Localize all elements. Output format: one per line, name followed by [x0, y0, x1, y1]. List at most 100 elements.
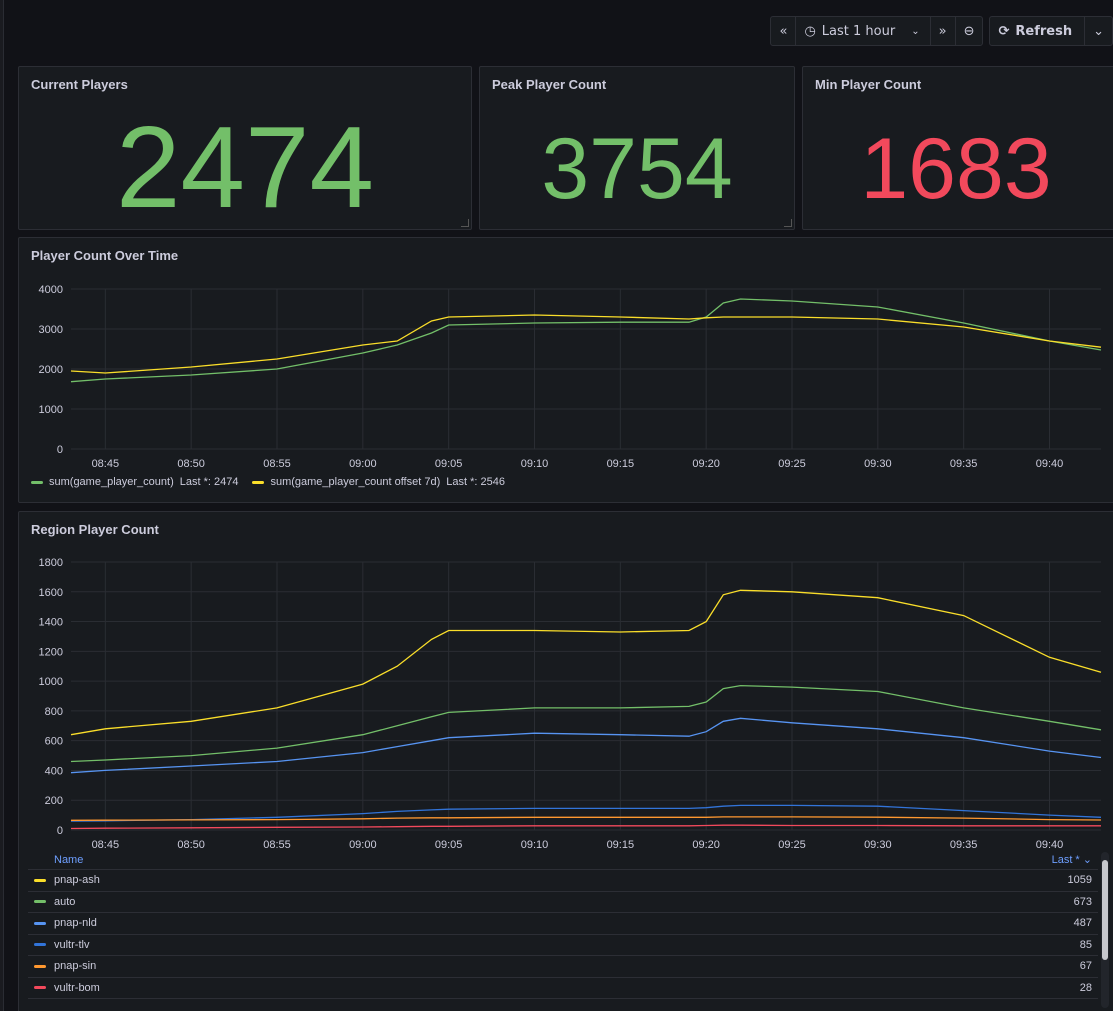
- player-count-chart[interactable]: 0 1000 2000 3000 4000 08:45 08:50 08:55 09:00 09:…: [19, 274, 1113, 489]
- series-line-sum-game-player-count-: [70, 298, 1102, 383]
- player-chart-legend: sum(game_player_count) Last *: 2474 sum(…: [31, 476, 505, 488]
- x-tick-label: 09:00: [349, 839, 377, 851]
- x-tick-label: 08:45: [92, 839, 120, 851]
- time-range-label: Last 1 hour: [821, 23, 896, 39]
- table-row[interactable]: pnap-ash 1059: [28, 870, 1098, 892]
- chevron-down-icon: ⌄: [911, 25, 920, 37]
- y-tick-label: 1400: [39, 617, 63, 629]
- x-tick-label: 09:35: [950, 458, 978, 470]
- row-name-cell: vultr-bom: [34, 982, 100, 994]
- series-line-vultr-bom: [70, 824, 1101, 830]
- x-tick-label: 08:50: [177, 458, 205, 470]
- stat-panel-peak-player-count[interactable]: Peak Player Count 3754: [479, 66, 795, 230]
- table-row[interactable]: pnap-sin 67: [28, 956, 1098, 978]
- legend-swatch: [34, 943, 46, 947]
- stat-panel-current-players[interactable]: Current Players 2474: [18, 66, 472, 230]
- x-tick-label: 09:20: [692, 458, 720, 470]
- panel-title: Region Player Count: [31, 522, 159, 537]
- y-tick-label: 600: [45, 736, 63, 748]
- y-tick-label: 1000: [39, 404, 63, 416]
- time-back-button[interactable]: «: [771, 17, 797, 45]
- x-tick-label: 08:45: [92, 458, 120, 470]
- table-row[interactable]: vultr-bom 28: [28, 978, 1098, 999]
- table-row[interactable]: auto 673: [28, 892, 1098, 913]
- row-name-cell: pnap-ash: [34, 874, 100, 886]
- x-tick-label: 09:25: [778, 839, 806, 851]
- x-tick-label: 09:15: [607, 839, 635, 851]
- chevron-down-icon: ⌄: [1093, 23, 1104, 39]
- row-last-value: 85: [1079, 938, 1092, 951]
- x-tick-label: 08:50: [177, 839, 205, 851]
- resize-handle[interactable]: [461, 219, 469, 227]
- region-player-chart[interactable]: 0 200 400 600 800 1000 1200 1400 1600 1800 08:45 08…: [19, 550, 1113, 855]
- y-tick-label: 0: [57, 444, 63, 456]
- region-name: vultr-tlv: [54, 938, 90, 951]
- y-tick-label: 0: [57, 825, 63, 837]
- panel-player-count-over-time[interactable]: Player Count Over Time 0 1000 2000 3000 4000…: [18, 237, 1113, 503]
- row-last-value: 67: [1079, 960, 1092, 973]
- legend-swatch: [252, 480, 265, 484]
- series-line-sum-game-player-count-offset-7d-: [70, 314, 1102, 374]
- legend-series-name: sum(game_player_count): [49, 476, 174, 488]
- series-line-auto: [70, 684, 1102, 763]
- refresh-button[interactable]: ⟳ Refresh: [990, 17, 1086, 45]
- column-header-last-label: Last *: [1051, 854, 1080, 866]
- x-tick-label: 09:25: [778, 458, 806, 470]
- x-tick-label: 09:05: [435, 839, 463, 851]
- column-header-last[interactable]: Last * ⌄: [1052, 853, 1092, 866]
- legend-series-name: sum(game_player_count offset 7d): [270, 476, 441, 488]
- y-tick-label: 1800: [39, 557, 63, 569]
- chevrons-right-icon: »: [938, 23, 947, 39]
- scrollbar-thumb[interactable]: [1102, 860, 1108, 960]
- y-tick-label: 1000: [39, 676, 63, 688]
- x-tick-label: 08:55: [263, 458, 291, 470]
- panel-title: Peak Player Count: [492, 77, 607, 92]
- y-tick-label: 1200: [39, 646, 63, 658]
- legend-swatch: [34, 986, 46, 990]
- legend-swatch: [34, 900, 46, 904]
- left-edge-bar: [0, 0, 4, 1011]
- stat-value-min-player-count: 1683: [860, 121, 1052, 217]
- y-tick-label: 400: [45, 765, 63, 777]
- refresh-interval-dropdown[interactable]: ⌄: [1085, 17, 1112, 45]
- legend-last-value: Last *: 2546: [446, 476, 505, 488]
- series-line-pnap-sin: [70, 816, 1102, 821]
- legend-last-value: Last *: 2474: [179, 476, 239, 488]
- y-tick-label: 1600: [39, 587, 63, 599]
- panel-region-player-count[interactable]: Region Player Count 0 200 400 600 800 1000 120…: [18, 511, 1113, 1011]
- region-legend-table: Name Last * ⌄ pnap-ash 1059 auto 673 pnap-nl…: [28, 850, 1098, 999]
- row-last-value: 1059: [1067, 874, 1092, 887]
- series-line-vultr-tlv: [70, 804, 1102, 822]
- row-name-cell: pnap-nld: [34, 917, 97, 929]
- legend-swatch: [34, 964, 46, 968]
- x-tick-label: 09:05: [435, 458, 463, 470]
- row-name-cell: pnap-sin: [34, 960, 96, 972]
- table-row[interactable]: pnap-nld 487: [28, 913, 1098, 935]
- x-tick-label: 09:30: [864, 839, 892, 851]
- region-name: auto: [54, 895, 76, 908]
- clock-icon: ◷: [804, 23, 816, 39]
- time-range-picker[interactable]: ◷ Last 1 hour ⌄: [796, 17, 931, 45]
- zoom-out-button[interactable]: ⊖: [956, 17, 983, 45]
- time-forward-button[interactable]: »: [931, 17, 956, 45]
- resize-handle[interactable]: [784, 219, 792, 227]
- stat-value-current-players: 2474: [115, 102, 375, 232]
- zoom-out-icon: ⊖: [963, 23, 975, 39]
- y-tick-label: 2000: [39, 364, 63, 376]
- table-scrollbar[interactable]: [1101, 852, 1109, 1008]
- stat-panel-min-player-count[interactable]: Min Player Count 1683: [802, 66, 1113, 230]
- legend-item-current[interactable]: sum(game_player_count) Last *: 2474: [31, 476, 238, 488]
- panel-title: Min Player Count: [815, 77, 922, 92]
- region-name: pnap-ash: [54, 874, 100, 887]
- table-header: Name Last * ⌄: [28, 850, 1098, 870]
- stat-value-peak-player-count: 3754: [541, 121, 733, 217]
- legend-item-offset[interactable]: sum(game_player_count offset 7d) Last *:…: [252, 476, 505, 488]
- x-tick-label: 09:30: [864, 458, 892, 470]
- column-header-name[interactable]: Name: [54, 853, 84, 866]
- series-line-pnap-ash: [70, 589, 1102, 736]
- table-row[interactable]: vultr-tlv 85: [28, 935, 1098, 956]
- row-last-value: 487: [1073, 917, 1092, 930]
- legend-swatch: [31, 480, 43, 484]
- y-tick-label: 4000: [39, 284, 63, 296]
- x-tick-label: 09:00: [349, 458, 377, 470]
